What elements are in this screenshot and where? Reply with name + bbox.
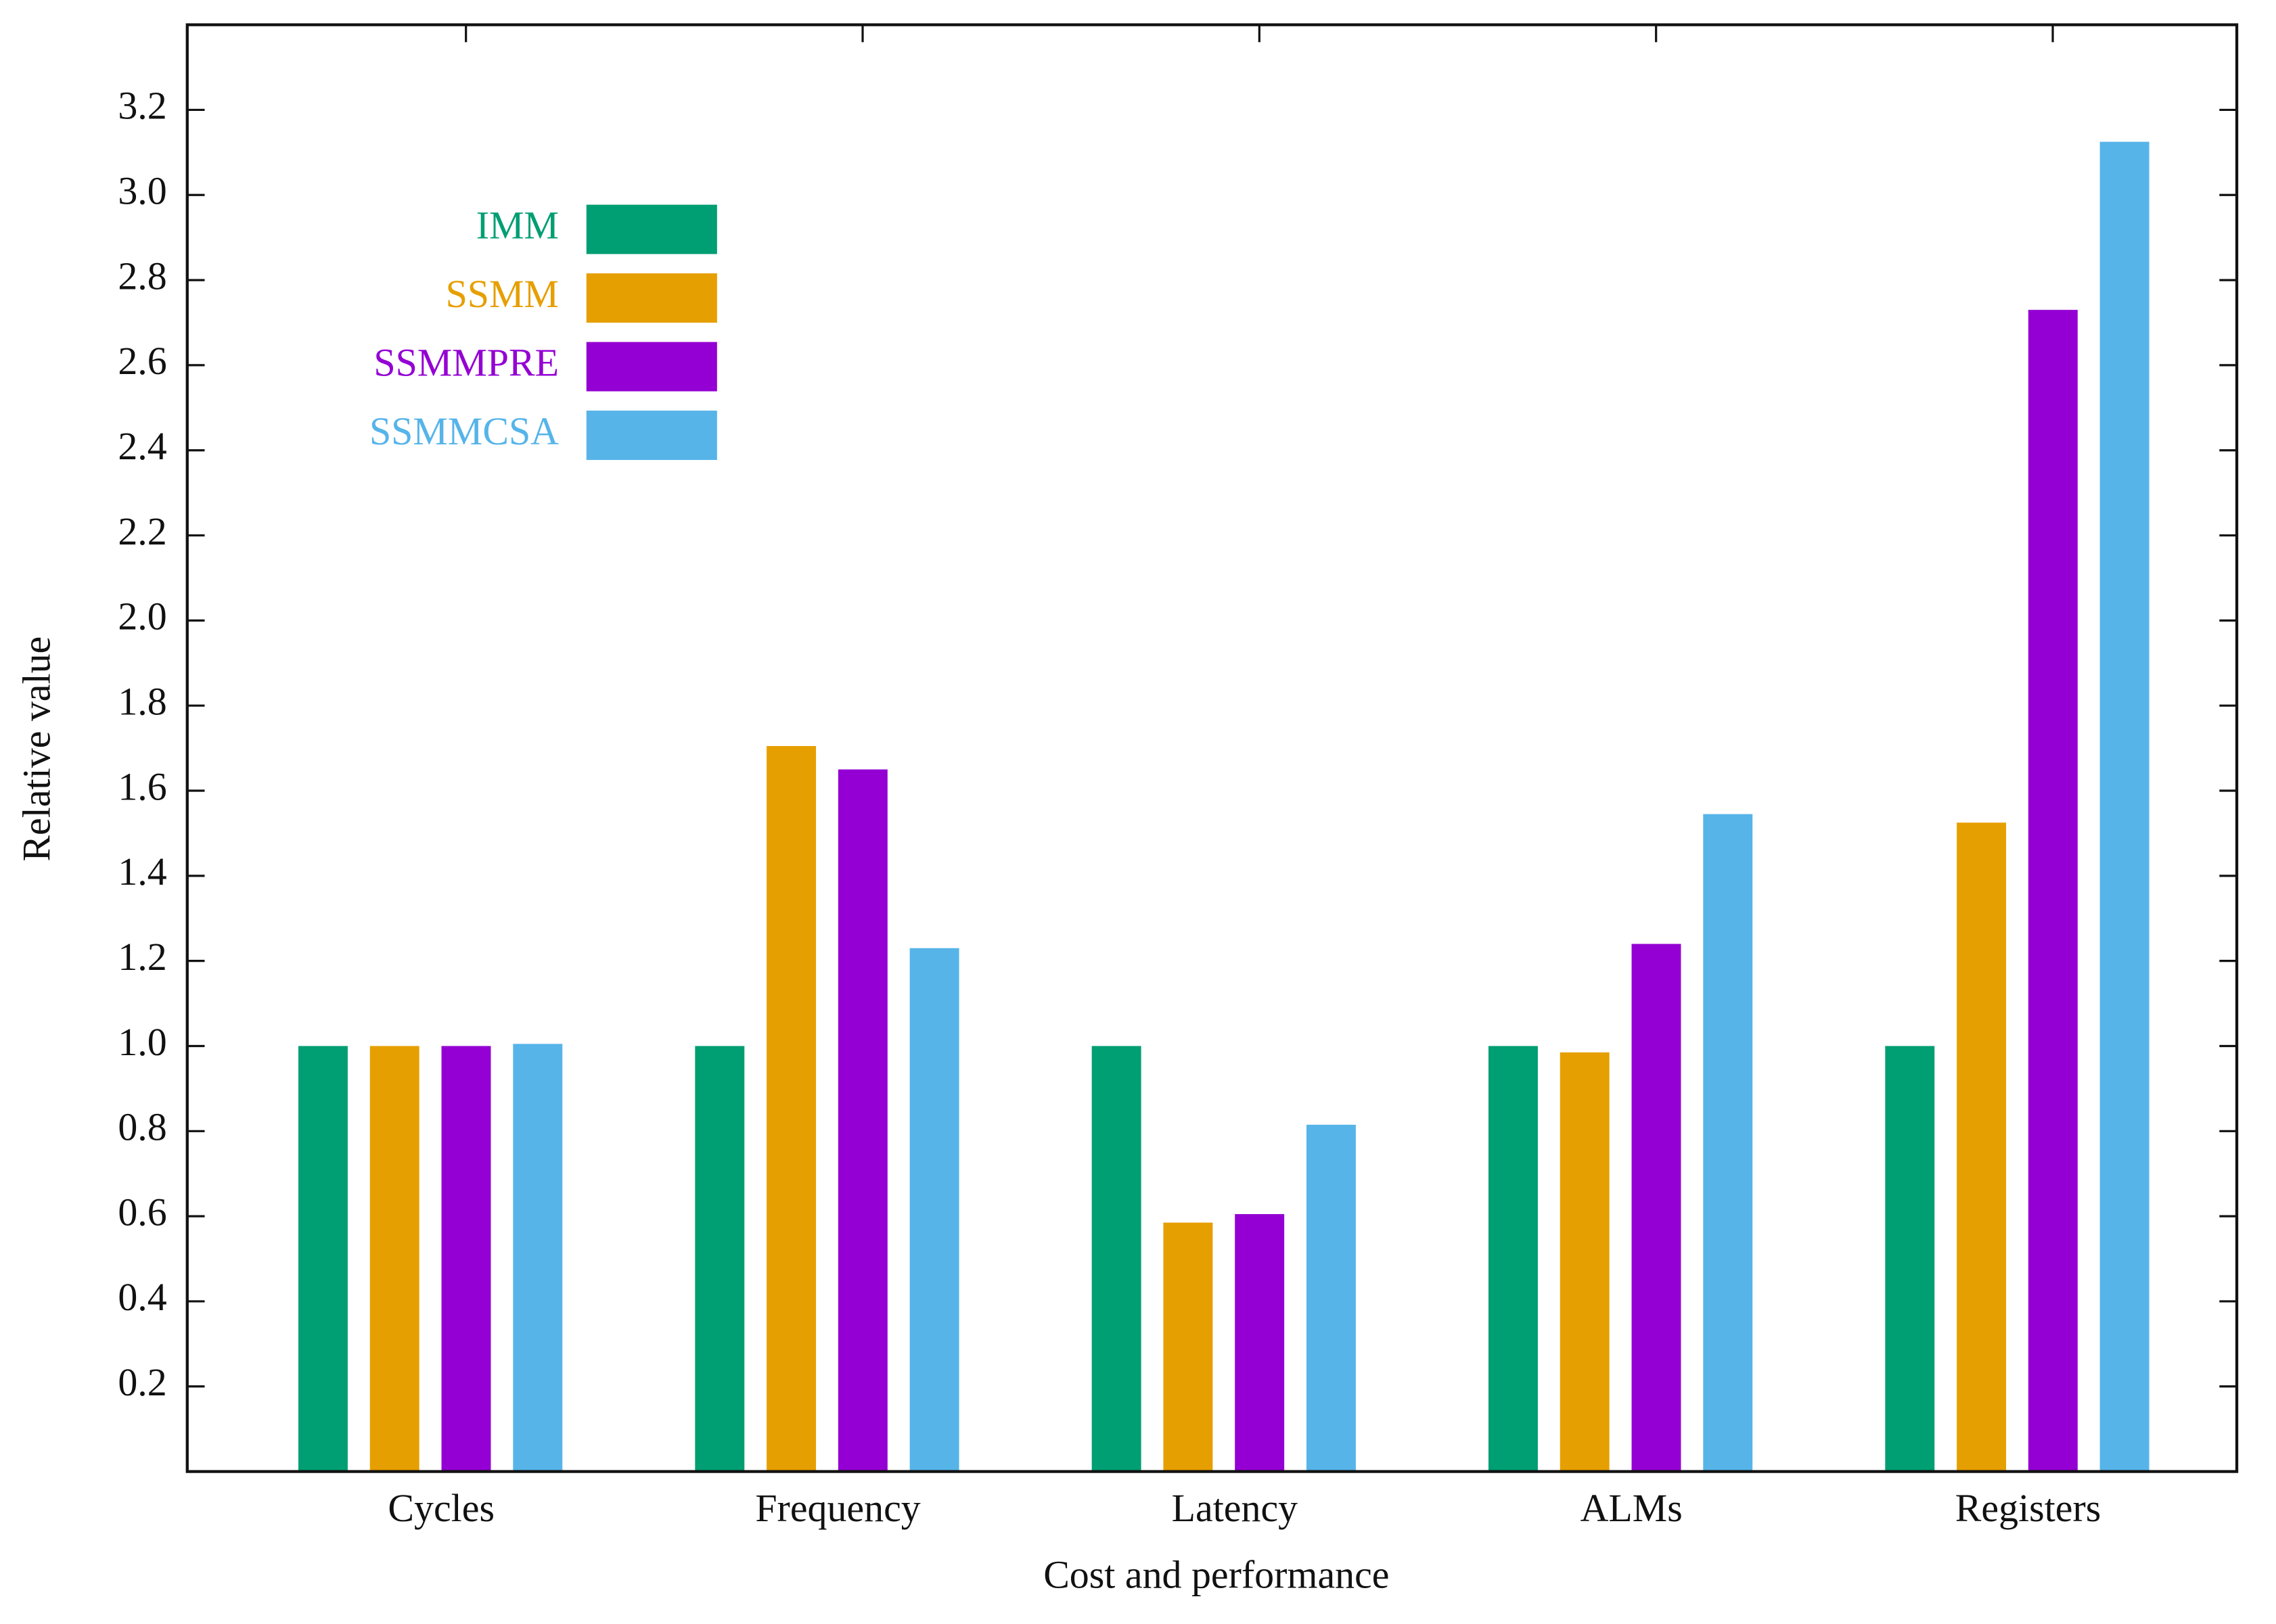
y-tick-label: 0.4	[118, 1275, 166, 1319]
y-tick-label: 2.2	[118, 509, 166, 553]
x-axis-label: Cost and performance	[1043, 1553, 1389, 1597]
bar	[2028, 310, 2078, 1472]
legend-label: SSMM	[446, 272, 559, 316]
legend-swatch	[586, 411, 717, 461]
y-tick-label: 2.4	[118, 424, 166, 468]
y-tick-label: 1.2	[118, 935, 166, 979]
y-tick-label: 2.0	[118, 595, 166, 639]
x-tick-label: Frequency	[755, 1486, 920, 1530]
legend-label: IMM	[476, 203, 559, 247]
legend-swatch	[586, 342, 717, 392]
bar	[298, 1046, 348, 1472]
y-tick-label: 3.2	[118, 84, 166, 128]
bar	[1957, 822, 2007, 1472]
y-tick-label: 2.8	[118, 254, 166, 298]
y-tick-label: 0.6	[118, 1190, 166, 1234]
bar	[2099, 141, 2149, 1472]
legend-swatch	[586, 204, 717, 254]
bar	[441, 1046, 491, 1472]
bar	[1560, 1052, 1610, 1472]
bar	[513, 1044, 563, 1472]
bar	[1885, 1046, 1935, 1472]
bar	[1631, 944, 1681, 1472]
legend-swatch	[586, 273, 717, 323]
legend-label: SSMMPRE	[373, 340, 559, 384]
y-tick-label: 2.6	[118, 339, 166, 383]
bar	[838, 769, 888, 1472]
x-tick-label: Cycles	[388, 1486, 495, 1530]
y-tick-label: 0.2	[118, 1360, 166, 1404]
y-tick-label: 3.0	[118, 169, 166, 213]
x-tick-label: ALMs	[1580, 1486, 1683, 1530]
y-tick-label: 0.8	[118, 1105, 166, 1149]
x-tick-label: Latency	[1172, 1486, 1298, 1530]
plot-frame	[185, 23, 2239, 1473]
y-tick-label: 1.8	[118, 679, 166, 723]
y-tick-label: 1.6	[118, 764, 166, 808]
bar	[369, 1046, 419, 1472]
legend-label: SSMMCSA	[369, 409, 559, 453]
bar	[1703, 814, 1753, 1472]
y-tick-label: 1.0	[118, 1020, 166, 1064]
y-tick-label: 1.4	[118, 850, 166, 894]
x-tick-label: Registers	[1955, 1486, 2101, 1530]
bar	[1488, 1046, 1538, 1472]
y-axis-label: Relative value	[14, 636, 58, 862]
bar	[1235, 1213, 1285, 1472]
bar	[1306, 1124, 1356, 1472]
bar	[1163, 1222, 1213, 1472]
bar	[1091, 1046, 1141, 1472]
bar	[909, 948, 959, 1472]
bar	[695, 1046, 745, 1472]
bar	[767, 745, 817, 1472]
